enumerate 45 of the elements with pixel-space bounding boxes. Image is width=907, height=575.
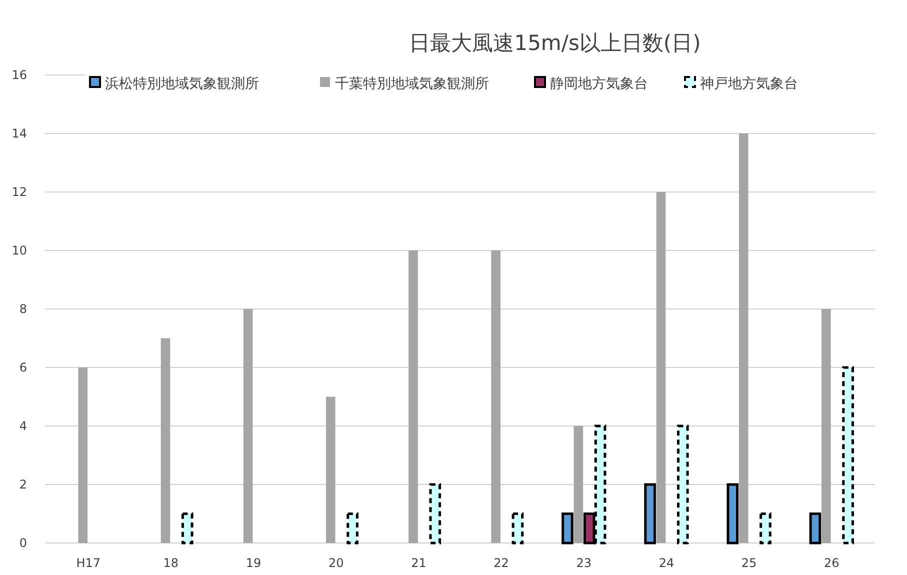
bar	[842, 366, 854, 544]
bar	[676, 424, 689, 544]
bar	[326, 396, 336, 543]
x-tick-label: H17	[76, 556, 101, 570]
x-tick-label: 19	[246, 556, 262, 570]
x-tick-label: 18	[163, 556, 179, 570]
bar	[429, 483, 442, 544]
bar	[738, 134, 748, 543]
x-tick-label: 25	[741, 556, 757, 570]
legend-label: 千葉特別地域気象観測所	[335, 76, 489, 92]
chart-title: 日最大風速15m/s以上日数(日)	[409, 31, 701, 55]
bar	[809, 512, 822, 544]
y-tick-label: 0	[19, 536, 27, 550]
x-tick-label: 26	[824, 556, 840, 570]
bar	[562, 512, 574, 544]
y-tick-label: 14	[12, 126, 27, 141]
y-tick-label: 6	[19, 360, 27, 375]
y-tick-label: 12	[12, 185, 27, 200]
legend-label: 神戸地方気象台	[700, 76, 798, 92]
x-tick-label: 20	[328, 556, 344, 570]
legend-label: 浜松特別地域気象観測所	[105, 76, 259, 92]
x-tick-label: 21	[411, 556, 426, 570]
bar	[822, 309, 831, 543]
y-tick-label: 8	[19, 302, 27, 316]
bar	[78, 368, 88, 543]
bar	[512, 512, 524, 544]
bar	[181, 512, 194, 544]
y-tick-label: 2	[19, 478, 27, 492]
bar	[574, 426, 584, 543]
bar	[726, 483, 739, 544]
bar	[760, 512, 772, 544]
bar	[243, 309, 253, 543]
bar	[644, 483, 656, 544]
bar	[160, 338, 170, 543]
legend-label: 静岡地方気象台	[550, 76, 648, 92]
x-tick-label: 22	[494, 556, 509, 570]
bar	[408, 250, 418, 543]
y-tick-label: 16	[12, 68, 27, 82]
y-tick-label: 4	[19, 419, 27, 434]
bar	[491, 250, 500, 543]
bar	[346, 512, 358, 544]
x-tick-label: 24	[658, 556, 674, 570]
bar	[656, 192, 666, 543]
y-tick-label: 10	[12, 244, 27, 258]
x-tick-label: 23	[576, 556, 592, 570]
